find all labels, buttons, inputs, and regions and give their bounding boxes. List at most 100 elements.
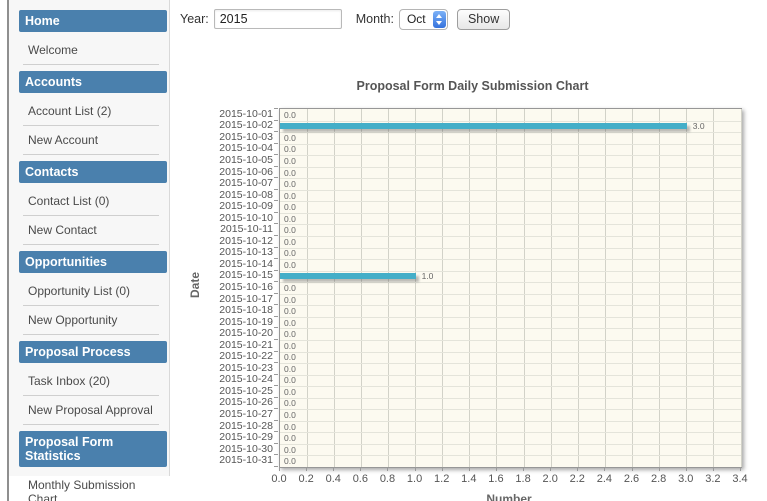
grid-line-h (280, 339, 741, 341)
sidebar-item-new-opportunity[interactable]: New Opportunity (23, 306, 159, 335)
y-tick-mark (274, 223, 278, 225)
y-tick-mark (274, 466, 278, 467)
y-tick-label: 2015-10-21 (219, 338, 273, 351)
y-tick-mark (274, 327, 278, 329)
y-tick-label: 2015-10-20 (219, 327, 273, 340)
grid-line-h (280, 397, 741, 399)
sidebar-item-contact-list-0[interactable]: Contact List (0) (23, 187, 159, 216)
sidebar-item-welcome[interactable]: Welcome (23, 36, 159, 65)
bar-value-label: 0.0 (284, 398, 296, 409)
sidebar-section-header-proposal-form-statistics: Proposal Form Statistics (19, 431, 167, 467)
y-tick-label: 2015-10-25 (219, 384, 273, 397)
x-tick-mark (550, 467, 552, 471)
grid-line-h (280, 305, 741, 307)
y-tick-mark (274, 431, 278, 433)
grid-line-h (280, 432, 741, 434)
x-tick-mark (712, 467, 714, 471)
x-tick-mark (631, 467, 633, 471)
grid-line-h (280, 455, 741, 457)
sidebar-section-accounts: Accounts Account List (2) New Account (9, 71, 169, 155)
bar-value-label: 0.0 (284, 109, 296, 120)
grid-line-h (280, 120, 741, 122)
y-tick-mark (274, 304, 278, 306)
grid-line-h (280, 316, 741, 318)
y-tick-mark (274, 362, 278, 364)
bar-value-label: 0.0 (284, 283, 296, 293)
show-button[interactable]: Show (456, 8, 511, 30)
bar-value-label: 0.0 (284, 132, 296, 143)
grid-line-h (280, 212, 741, 214)
x-tick-label: 3.4 (732, 473, 748, 485)
bar-value-label: 0.0 (284, 225, 296, 236)
bar-value-label: 0.0 (284, 144, 296, 155)
y-tick-mark (274, 269, 278, 271)
month-select[interactable]: Oct (398, 8, 448, 30)
sidebar-item-new-proposal-approval[interactable]: New Proposal Approval (23, 396, 159, 425)
sidebar-item-account-list-2[interactable]: Account List (2) (23, 97, 159, 126)
bar-2015-10-15 (280, 273, 416, 280)
y-tick-mark (274, 108, 278, 109)
y-tick-label: 2015-10-04 (219, 142, 273, 155)
x-tick-label: 2.0 (542, 473, 558, 485)
grid-line-h (280, 443, 741, 445)
sidebar-item-task-inbox-20[interactable]: Task Inbox (20) (23, 367, 159, 396)
bar-value-label: 0.0 (284, 433, 296, 444)
frame-border (7, 0, 9, 501)
y-tick-label: 2015-10-07 (219, 177, 273, 190)
grid-line-h (280, 143, 741, 145)
y-tick-label: 2015-10-08 (219, 188, 273, 201)
x-tick-label: 0.0 (271, 473, 287, 485)
bar-value-label: 0.0 (284, 421, 296, 432)
grid-line-h (280, 132, 741, 134)
y-tick-mark (274, 338, 278, 340)
y-tick-label: 2015-10-19 (219, 315, 273, 328)
bar-value-label: 0.0 (284, 386, 296, 397)
grid-line-v (632, 109, 634, 467)
sidebar: Home Welcome Accounts Account List (2) New A… (9, 0, 170, 501)
grid-line-v (686, 109, 688, 467)
bar-value-label: 0.0 (284, 329, 296, 340)
y-tick-mark (274, 154, 278, 156)
y-tick-label: 2015-10-03 (219, 130, 273, 143)
grid-line-h (280, 166, 741, 168)
x-tick-label: 2.6 (623, 473, 640, 485)
x-tick-mark (468, 467, 470, 471)
bar-value-label: 0.0 (284, 363, 296, 374)
sidebar-item-opportunity-list-0[interactable]: Opportunity List (0) (23, 277, 159, 306)
month-label: Month: (355, 12, 394, 26)
x-tick-label: 3.0 (678, 473, 694, 485)
y-tick-label: 2015-10-12 (219, 234, 273, 247)
bar-value-label: 0.0 (284, 456, 296, 467)
bar-value-label: 0.0 (284, 248, 296, 259)
x-tick-mark (685, 467, 687, 471)
bar-value-label: 1.0 (421, 271, 434, 282)
grid-line-h (280, 201, 741, 203)
sidebar-item-new-contact[interactable]: New Contact (23, 216, 159, 245)
y-tick-mark (274, 165, 278, 167)
x-tick-mark (577, 467, 579, 471)
grid-line-v (306, 109, 308, 467)
x-tick-mark (441, 467, 443, 471)
sidebar-section-contacts: Contacts Contact List (0) New Contact (9, 161, 169, 245)
grid-line-v (387, 109, 389, 467)
grid-line-v (442, 109, 444, 467)
year-input[interactable] (213, 9, 342, 29)
y-tick-label: 2015-10-23 (219, 361, 273, 374)
bar-value-label: 0.0 (284, 190, 296, 201)
grid-line-v (659, 109, 661, 467)
x-axis-title: Number (486, 492, 532, 501)
y-tick-mark (274, 177, 278, 179)
y-tick-label: 2015-10-29 (219, 431, 273, 444)
y-tick-label: 2015-10-14 (219, 257, 273, 270)
sidebar-item-new-account[interactable]: New Account (23, 126, 159, 155)
y-tick-mark (274, 292, 278, 294)
grid-line-h (280, 282, 741, 284)
grid-line-h (280, 420, 741, 422)
grid-line-h (280, 259, 741, 261)
grid-line-h (280, 328, 741, 330)
bar-value-label: 0.0 (284, 317, 296, 328)
sidebar-item-monthly-submission-chart[interactable]: Monthly Submission Chart (23, 471, 159, 501)
y-tick-mark (274, 408, 278, 410)
y-tick-mark (274, 281, 278, 283)
y-tick-label: 2015-10-15 (219, 269, 273, 282)
